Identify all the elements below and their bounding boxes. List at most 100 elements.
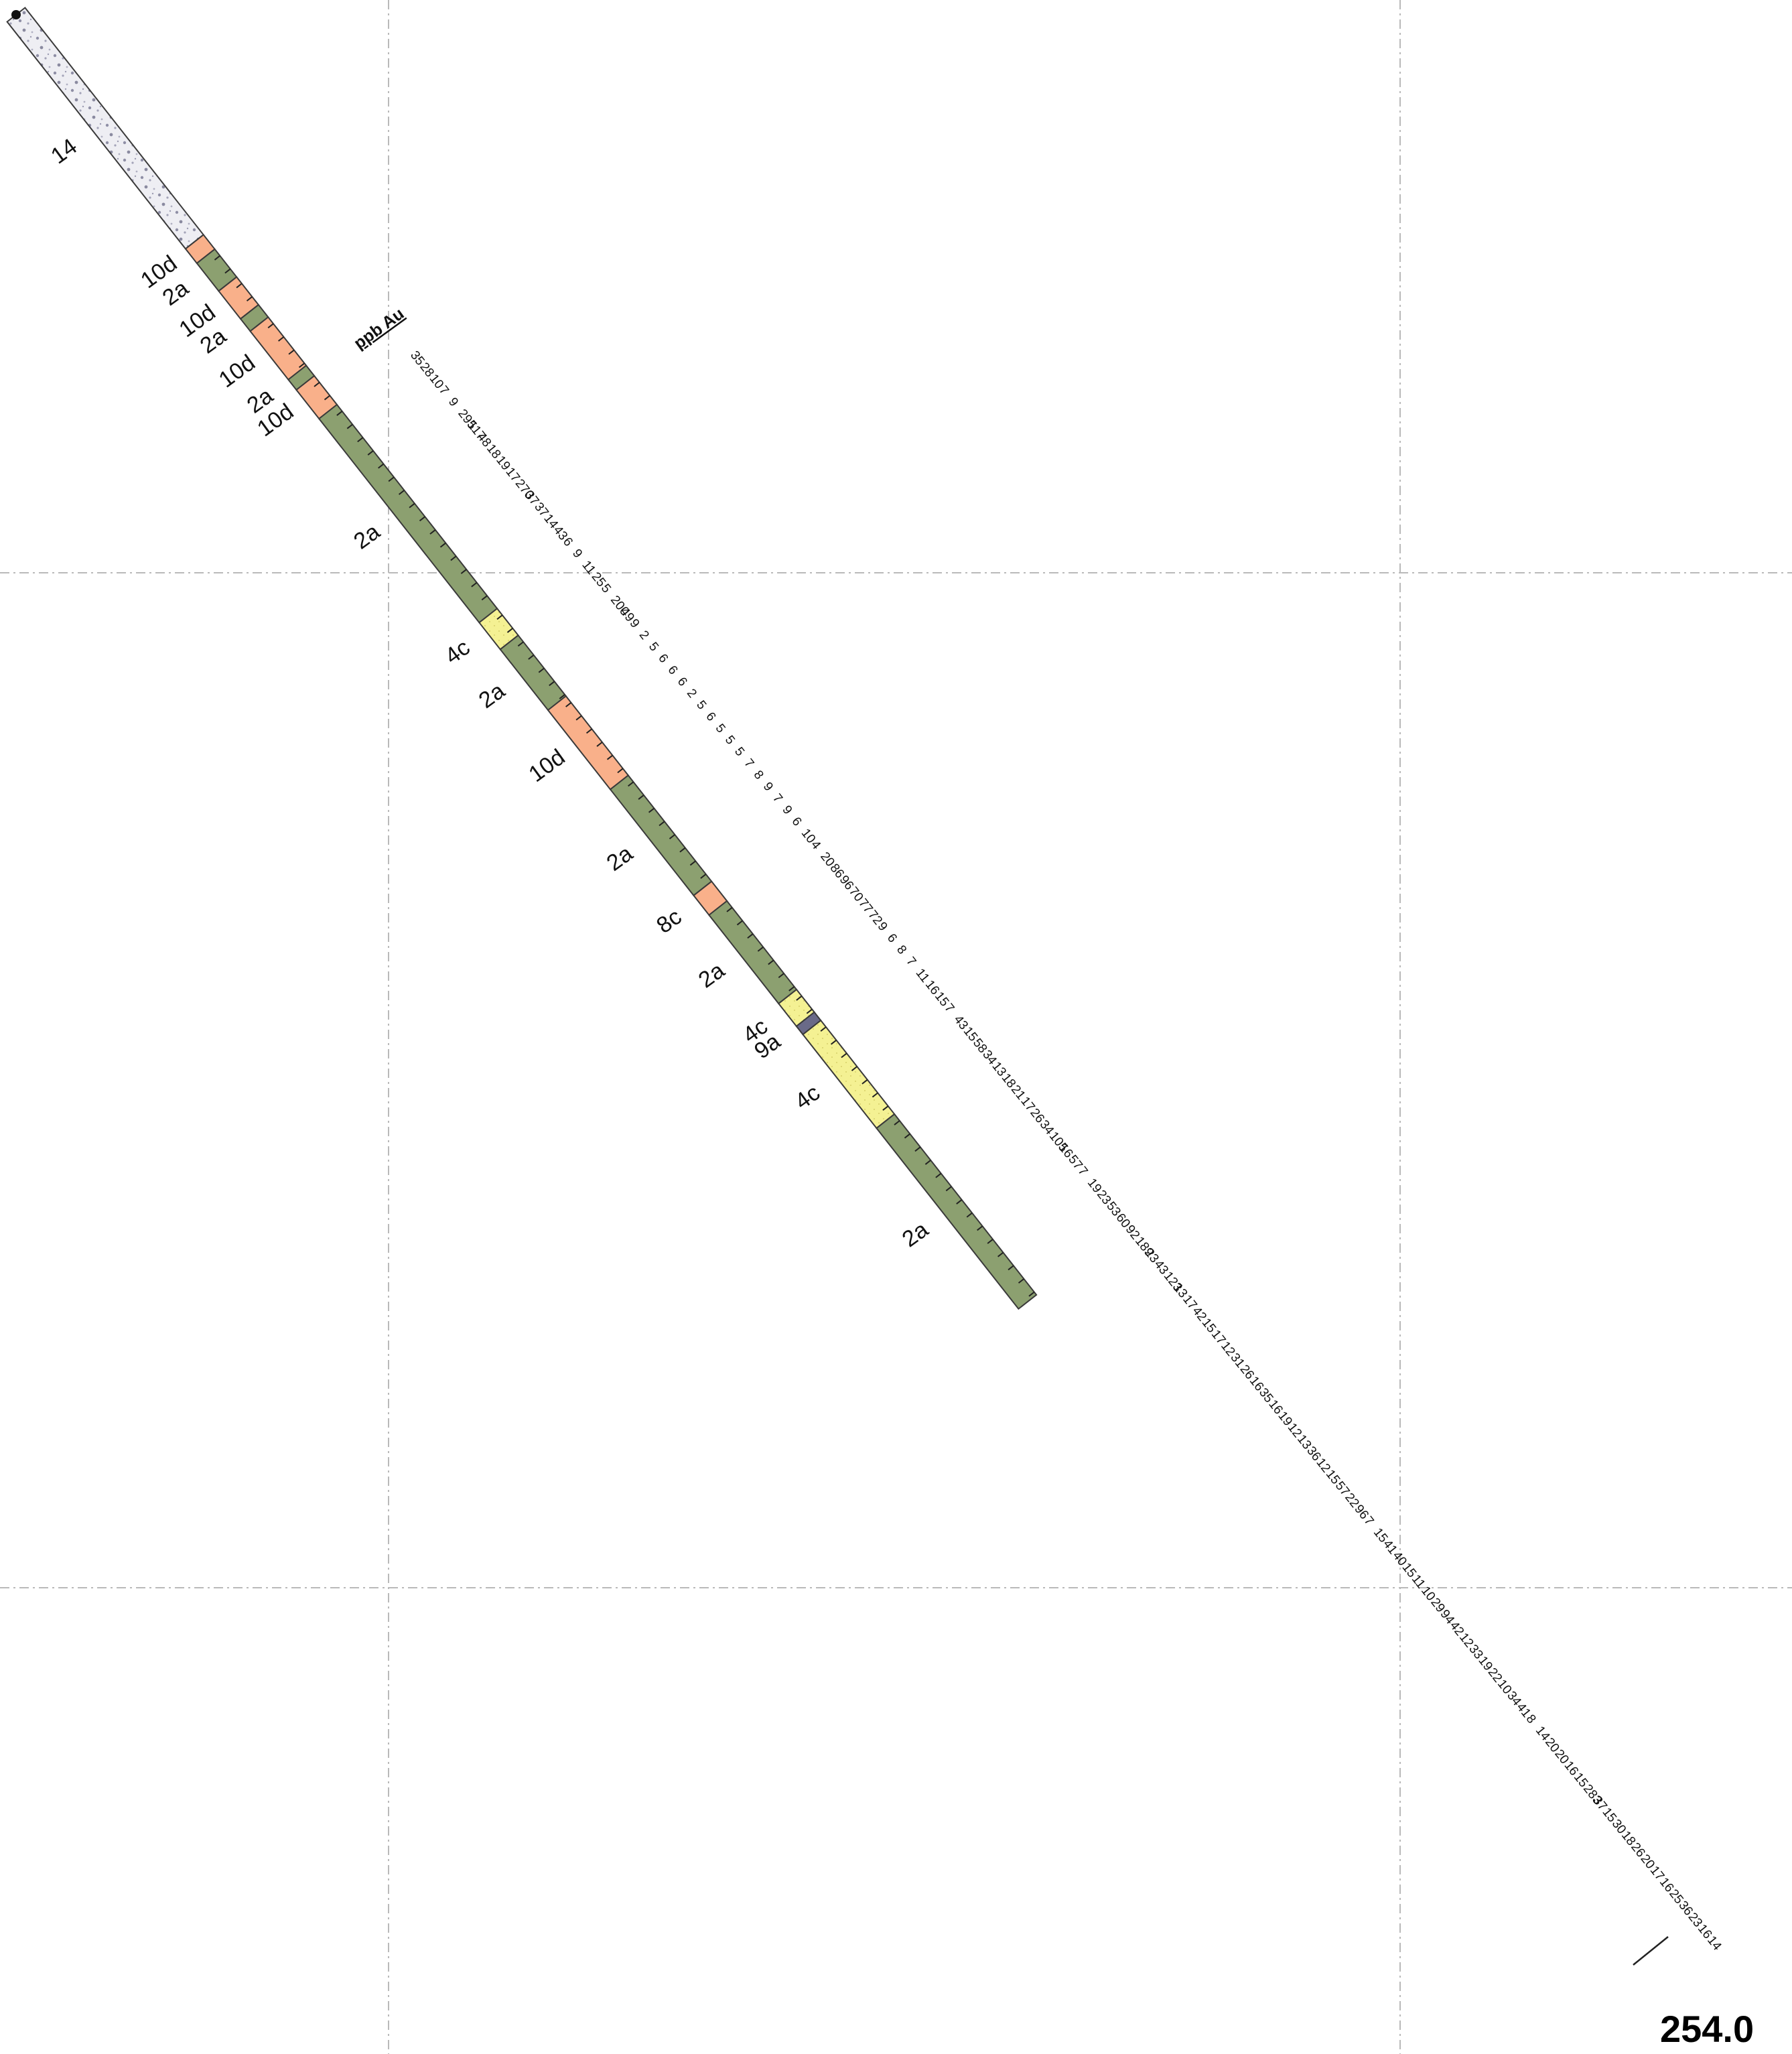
assay-value: 2 xyxy=(684,687,699,701)
sample-tick xyxy=(736,920,743,926)
sample-tick xyxy=(565,702,572,707)
sample-tick xyxy=(409,502,415,508)
sample-tick xyxy=(914,1146,921,1152)
assay-value: 8 xyxy=(751,768,766,782)
sample-tick xyxy=(935,1172,942,1178)
sample-tick xyxy=(1028,1291,1035,1297)
sample-tick xyxy=(700,874,707,879)
sample-tick xyxy=(788,985,795,991)
sample-tick xyxy=(747,933,754,939)
sample-tick xyxy=(471,581,478,588)
sample-tick xyxy=(830,1039,837,1045)
assay-column-header: ppb Au xyxy=(350,304,407,353)
sample-tick xyxy=(689,860,696,866)
assay-value: 7 xyxy=(770,791,785,805)
sample-tick xyxy=(757,946,764,952)
sample-tick xyxy=(882,1105,889,1111)
sample-tick xyxy=(796,996,803,1001)
sample-tick xyxy=(924,1160,931,1165)
assay-value: 2 xyxy=(636,628,652,642)
sample-tick xyxy=(298,362,305,368)
sample-tick xyxy=(517,641,524,647)
lithology-labels: 1410d2a10d2a10d2a10d2a4c2a10d2a8c2a4c9a4… xyxy=(46,133,933,1252)
sample-tick xyxy=(549,681,555,687)
sample-tick xyxy=(596,742,603,747)
sample-tick xyxy=(214,255,220,261)
sample-tick xyxy=(224,268,231,274)
sample-tick xyxy=(496,614,503,620)
sample-tick xyxy=(346,423,353,429)
sample-tick xyxy=(606,754,613,760)
sample-tick xyxy=(357,437,364,443)
sample-tick xyxy=(460,569,467,574)
collar-marker xyxy=(11,10,21,19)
sample-tick xyxy=(324,395,330,401)
sample-tick xyxy=(450,555,457,561)
interval-2a xyxy=(609,774,713,897)
sample-tick xyxy=(246,296,253,301)
lithology-label-2a: 2a xyxy=(898,1217,933,1252)
sample-tick xyxy=(841,1052,847,1058)
sample-tick xyxy=(559,694,565,699)
sample-tick xyxy=(628,781,634,787)
sample-tick xyxy=(726,906,733,912)
sample-tick xyxy=(997,1251,1004,1257)
assay-value: 7 xyxy=(903,955,918,969)
assay-value: 9 xyxy=(445,395,461,409)
lithology-label-10d: 10d xyxy=(524,744,569,787)
assay-value: 6 xyxy=(884,931,900,945)
sample-tick xyxy=(538,667,545,673)
sample-tick xyxy=(314,382,320,387)
sample-tick xyxy=(575,715,582,721)
sample-tick xyxy=(388,476,395,482)
sample-tick xyxy=(419,516,425,522)
sample-tick xyxy=(336,411,343,416)
sample-tick xyxy=(659,821,665,827)
sample-tick xyxy=(267,323,274,329)
assay-value: 9 xyxy=(760,780,776,794)
sample-tick xyxy=(1018,1278,1025,1284)
assay-value: 5 xyxy=(732,745,747,759)
sample-ticks xyxy=(214,255,1035,1297)
sample-tick xyxy=(806,1008,813,1014)
sample-tick xyxy=(506,628,513,633)
lithology-label-14: 14 xyxy=(46,133,82,169)
sample-tick xyxy=(278,336,285,342)
interval-2a xyxy=(876,1113,1038,1310)
lithology-label-8c: 8c xyxy=(652,904,686,939)
assay-values: 3528107929511748181917270373714436911255… xyxy=(407,348,1724,1954)
end-of-hole-cap xyxy=(1633,1936,1669,1966)
lithology-label-2a: 2a xyxy=(694,957,730,993)
sample-tick xyxy=(851,1066,857,1071)
sample-tick xyxy=(768,959,774,965)
interval-2a xyxy=(707,900,798,1005)
lithology-label-2a: 2a xyxy=(602,841,638,876)
interval-4c xyxy=(802,1019,896,1129)
sample-tick xyxy=(977,1225,983,1231)
assay-value: 6 xyxy=(788,815,804,829)
sample-tick xyxy=(872,1092,878,1098)
assay-value: 5 xyxy=(722,733,738,747)
sample-tick xyxy=(528,655,535,660)
sample-tick xyxy=(679,847,686,853)
assay-value: 5 xyxy=(646,640,661,654)
sample-tick xyxy=(481,595,488,601)
assay-value: 9 xyxy=(779,803,795,817)
sample-tick xyxy=(585,728,593,734)
sample-tick xyxy=(904,1133,910,1139)
interval-10d xyxy=(547,695,630,791)
drill-core xyxy=(6,7,1038,1310)
assay-value: 5 xyxy=(693,698,709,712)
sample-tick xyxy=(638,795,644,800)
sample-tick xyxy=(861,1079,868,1085)
sample-tick xyxy=(236,283,243,289)
assay-value: 6 xyxy=(675,675,690,689)
assay-value: 8 xyxy=(894,943,909,957)
sample-tick xyxy=(648,807,655,813)
lithology-label-4c: 4c xyxy=(440,634,474,669)
sample-tick xyxy=(894,1120,900,1125)
end-depth-label: 254.0 xyxy=(1660,2008,1754,2050)
sample-tick xyxy=(378,463,385,469)
sample-tick xyxy=(429,529,436,535)
sample-tick xyxy=(966,1212,973,1218)
